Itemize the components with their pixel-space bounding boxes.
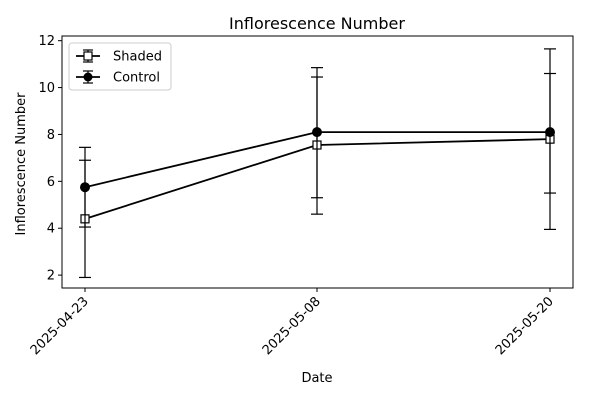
legend-label-shaded: Shaded: [113, 50, 162, 65]
legend-item-shaded: Shaded: [76, 49, 162, 65]
series-control: [79, 67, 556, 228]
y-tick-label: 4: [47, 222, 55, 237]
y-tick-label: 10: [38, 81, 55, 96]
legend: Shaded Control: [68, 42, 172, 91]
chart-title: Inflorescence Number: [229, 14, 405, 33]
x-tick-label: 2025-05-20: [493, 294, 557, 358]
data-point-control: [545, 127, 555, 138]
y-tick-label: 12: [38, 34, 55, 49]
legend-label-control: Control: [113, 71, 160, 86]
y-tick-label: 2: [47, 269, 55, 284]
y-tick-label: 8: [47, 128, 55, 143]
x-tick-label: 2025-05-08: [260, 294, 324, 358]
legend-marker-control: [83, 72, 93, 82]
y-tick-label: 6: [47, 175, 55, 190]
y-axis-label: Inflorescence Number: [14, 92, 29, 236]
x-axis-label: Date: [301, 371, 332, 386]
x-tick-label: 2025-04-23: [28, 294, 92, 358]
plot-area: 2 4 6 8 10 12 2025-04-23 2025-05-08 2025-05-20 Sh…: [28, 34, 574, 358]
legend-item-control: Control: [76, 70, 160, 86]
legend-box: [68, 42, 172, 91]
data-point-control: [80, 182, 90, 193]
data-point-control: [312, 127, 322, 138]
legend-marker-shaded: [83, 51, 93, 61]
